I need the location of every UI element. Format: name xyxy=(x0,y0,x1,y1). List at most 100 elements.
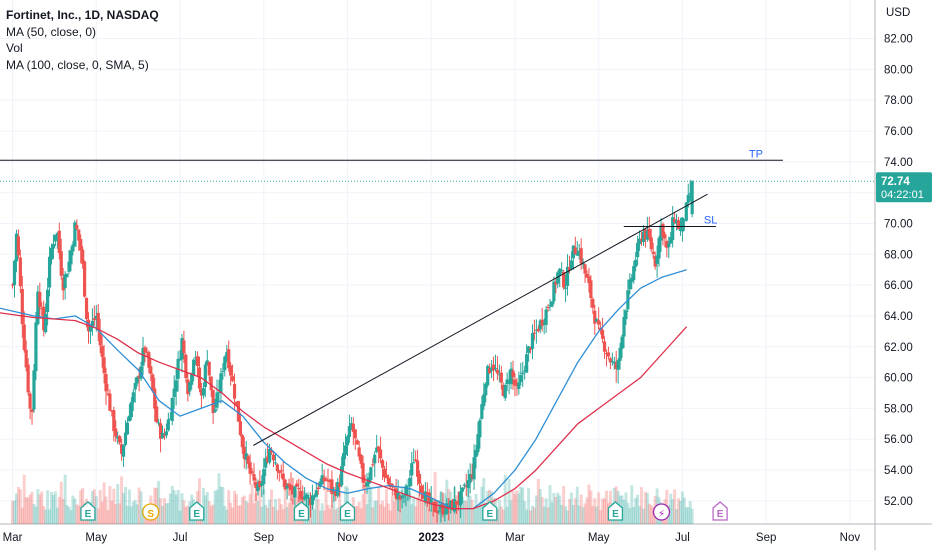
y-tick-label: 62.00 xyxy=(884,342,913,354)
candle-body xyxy=(295,483,299,487)
volume-bar xyxy=(649,505,653,524)
volume-bar xyxy=(601,498,605,524)
volume-bar xyxy=(641,508,645,524)
dividend-event-icon[interactable] xyxy=(652,503,671,521)
split-event-icon[interactable] xyxy=(142,503,160,521)
candle-body xyxy=(353,429,357,439)
earnings-event-icon[interactable] xyxy=(712,501,728,521)
candle-body xyxy=(57,230,61,254)
candle-body xyxy=(102,357,106,374)
candle-body xyxy=(534,329,538,331)
candle-body xyxy=(120,444,124,454)
last-price-badge[interactable] xyxy=(876,172,932,203)
candle-body xyxy=(400,495,404,498)
volume-bar xyxy=(104,496,108,524)
candle-body xyxy=(569,260,574,269)
candle-body xyxy=(614,362,618,369)
candle-body xyxy=(363,485,367,487)
volume-bar xyxy=(571,505,575,524)
indicator-vol[interactable]: Vol xyxy=(6,41,23,55)
volume-bar xyxy=(75,504,79,524)
candle-body xyxy=(217,392,221,394)
candle-body xyxy=(304,494,309,499)
volume-bar xyxy=(567,498,571,524)
event-marker-label: E xyxy=(85,509,92,520)
indicator-ma100[interactable]: MA (100, close, 0, SMA, 5) xyxy=(6,57,149,72)
indicator-ma50[interactable]: MA (50, close, 0) xyxy=(6,24,97,39)
volume-bar xyxy=(548,485,552,524)
volume-bar xyxy=(102,482,106,524)
earnings-event-icon[interactable] xyxy=(293,501,310,521)
candle-body xyxy=(63,274,67,289)
candle-body xyxy=(299,490,303,499)
candle-body xyxy=(357,447,361,457)
y-tick-label: 68.00 xyxy=(884,249,913,261)
candle-body xyxy=(240,435,244,448)
candle-body xyxy=(355,440,359,445)
candle-body xyxy=(458,491,463,506)
candle-body xyxy=(77,229,81,241)
candle-body xyxy=(199,389,204,396)
volume-bar xyxy=(363,492,367,524)
volume-bar xyxy=(135,504,139,524)
candle-body xyxy=(680,217,685,232)
candle-body xyxy=(137,375,141,378)
candle-body xyxy=(81,249,85,264)
x-tick-label: Jul xyxy=(675,532,690,544)
symbol-title[interactable]: Fortinet, Inc., 1D, NASDAQ xyxy=(6,8,159,22)
volume-bar xyxy=(160,505,164,524)
candle-body xyxy=(476,434,480,453)
trend-line[interactable] xyxy=(253,193,708,446)
candle-body xyxy=(221,371,225,373)
volume-bar xyxy=(371,507,375,524)
candle-body xyxy=(513,379,517,386)
candle-body xyxy=(110,410,114,412)
candle-body xyxy=(690,181,694,215)
candle-body xyxy=(645,230,649,240)
candle-body xyxy=(271,454,276,461)
candle-body xyxy=(667,243,671,248)
volume-bar xyxy=(599,510,603,524)
earnings-event-icon[interactable] xyxy=(482,501,498,521)
candle-body xyxy=(59,251,63,276)
earnings-event-icon[interactable] xyxy=(339,501,356,521)
candle-body xyxy=(252,474,256,481)
candle-body xyxy=(229,365,233,376)
volume-bar xyxy=(416,497,420,524)
candle-body xyxy=(581,263,585,265)
candle-body xyxy=(562,271,566,288)
earnings-event-icon[interactable] xyxy=(80,501,96,521)
candle-body xyxy=(369,467,373,480)
candle-body xyxy=(88,326,93,332)
candle-body xyxy=(622,316,626,337)
volume-bar xyxy=(394,490,398,524)
candle-body xyxy=(297,487,301,490)
volume-bar xyxy=(640,487,644,524)
volume-bar xyxy=(398,510,402,524)
volume-bar xyxy=(318,510,322,524)
candle-body xyxy=(546,306,550,308)
volume-bar xyxy=(558,495,562,524)
candle-body xyxy=(61,277,65,291)
candle-body xyxy=(166,419,170,431)
volume-bar xyxy=(499,506,503,524)
candle-body xyxy=(205,360,209,365)
candle-body xyxy=(686,194,690,203)
candle-body xyxy=(673,219,677,223)
candle-body xyxy=(359,454,363,464)
candle-body xyxy=(203,364,207,388)
candle-body xyxy=(647,228,651,238)
earnings-event-icon[interactable] xyxy=(189,501,205,521)
candle-body xyxy=(577,250,581,256)
y-tick-label: 74.00 xyxy=(884,157,913,169)
candle-body xyxy=(316,487,320,490)
earnings-event-icon[interactable] xyxy=(607,501,624,521)
volume-bar xyxy=(581,507,585,524)
candle-body xyxy=(234,401,239,405)
candle-body xyxy=(351,423,355,433)
volume-bar xyxy=(338,492,342,524)
y-tick-label: 78.00 xyxy=(884,95,913,107)
candle-body xyxy=(548,304,552,306)
